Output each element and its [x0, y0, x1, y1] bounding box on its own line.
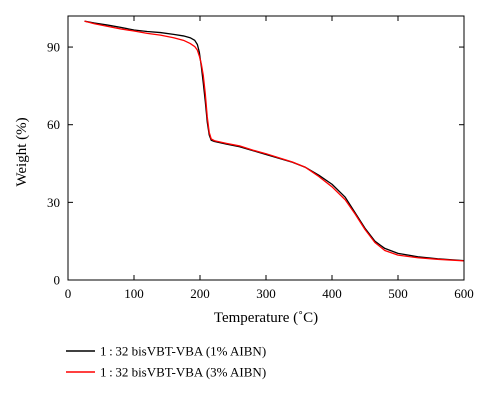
- plot-frame: [67, 15, 465, 281]
- x-tick-label: 200: [190, 286, 210, 301]
- x-tick-label: 0: [65, 286, 72, 301]
- legend-label-3pct-aibn: 1 : 32 bisVBT-VBA (3% AIBN): [100, 365, 266, 380]
- x-tick-label: 300: [256, 286, 276, 301]
- x-tick-label: 400: [322, 286, 342, 301]
- y-axis-label: Weight (%): [14, 117, 30, 186]
- legend-label-1pct-aibn: 1 : 32 bisVBT-VBA (1% AIBN): [100, 344, 266, 359]
- legend: 1 : 32 bisVBT-VBA (1% AIBN) 1 : 32 bisVB…: [66, 344, 266, 380]
- y-tick-label: 30: [47, 195, 60, 210]
- y-tick-label: 90: [47, 40, 60, 55]
- x-tick-label: 500: [388, 286, 408, 301]
- series-line-1pct-aibn: [84, 20, 465, 262]
- x-axis-label: Temperature (˚C): [214, 310, 318, 326]
- y-tick-label: 60: [47, 117, 60, 132]
- x-tick-label: 600: [454, 286, 474, 301]
- series-line-3pct-aibn: [84, 20, 465, 262]
- x-tick-label: 100: [124, 286, 144, 301]
- y-tick-label: 0: [54, 273, 61, 288]
